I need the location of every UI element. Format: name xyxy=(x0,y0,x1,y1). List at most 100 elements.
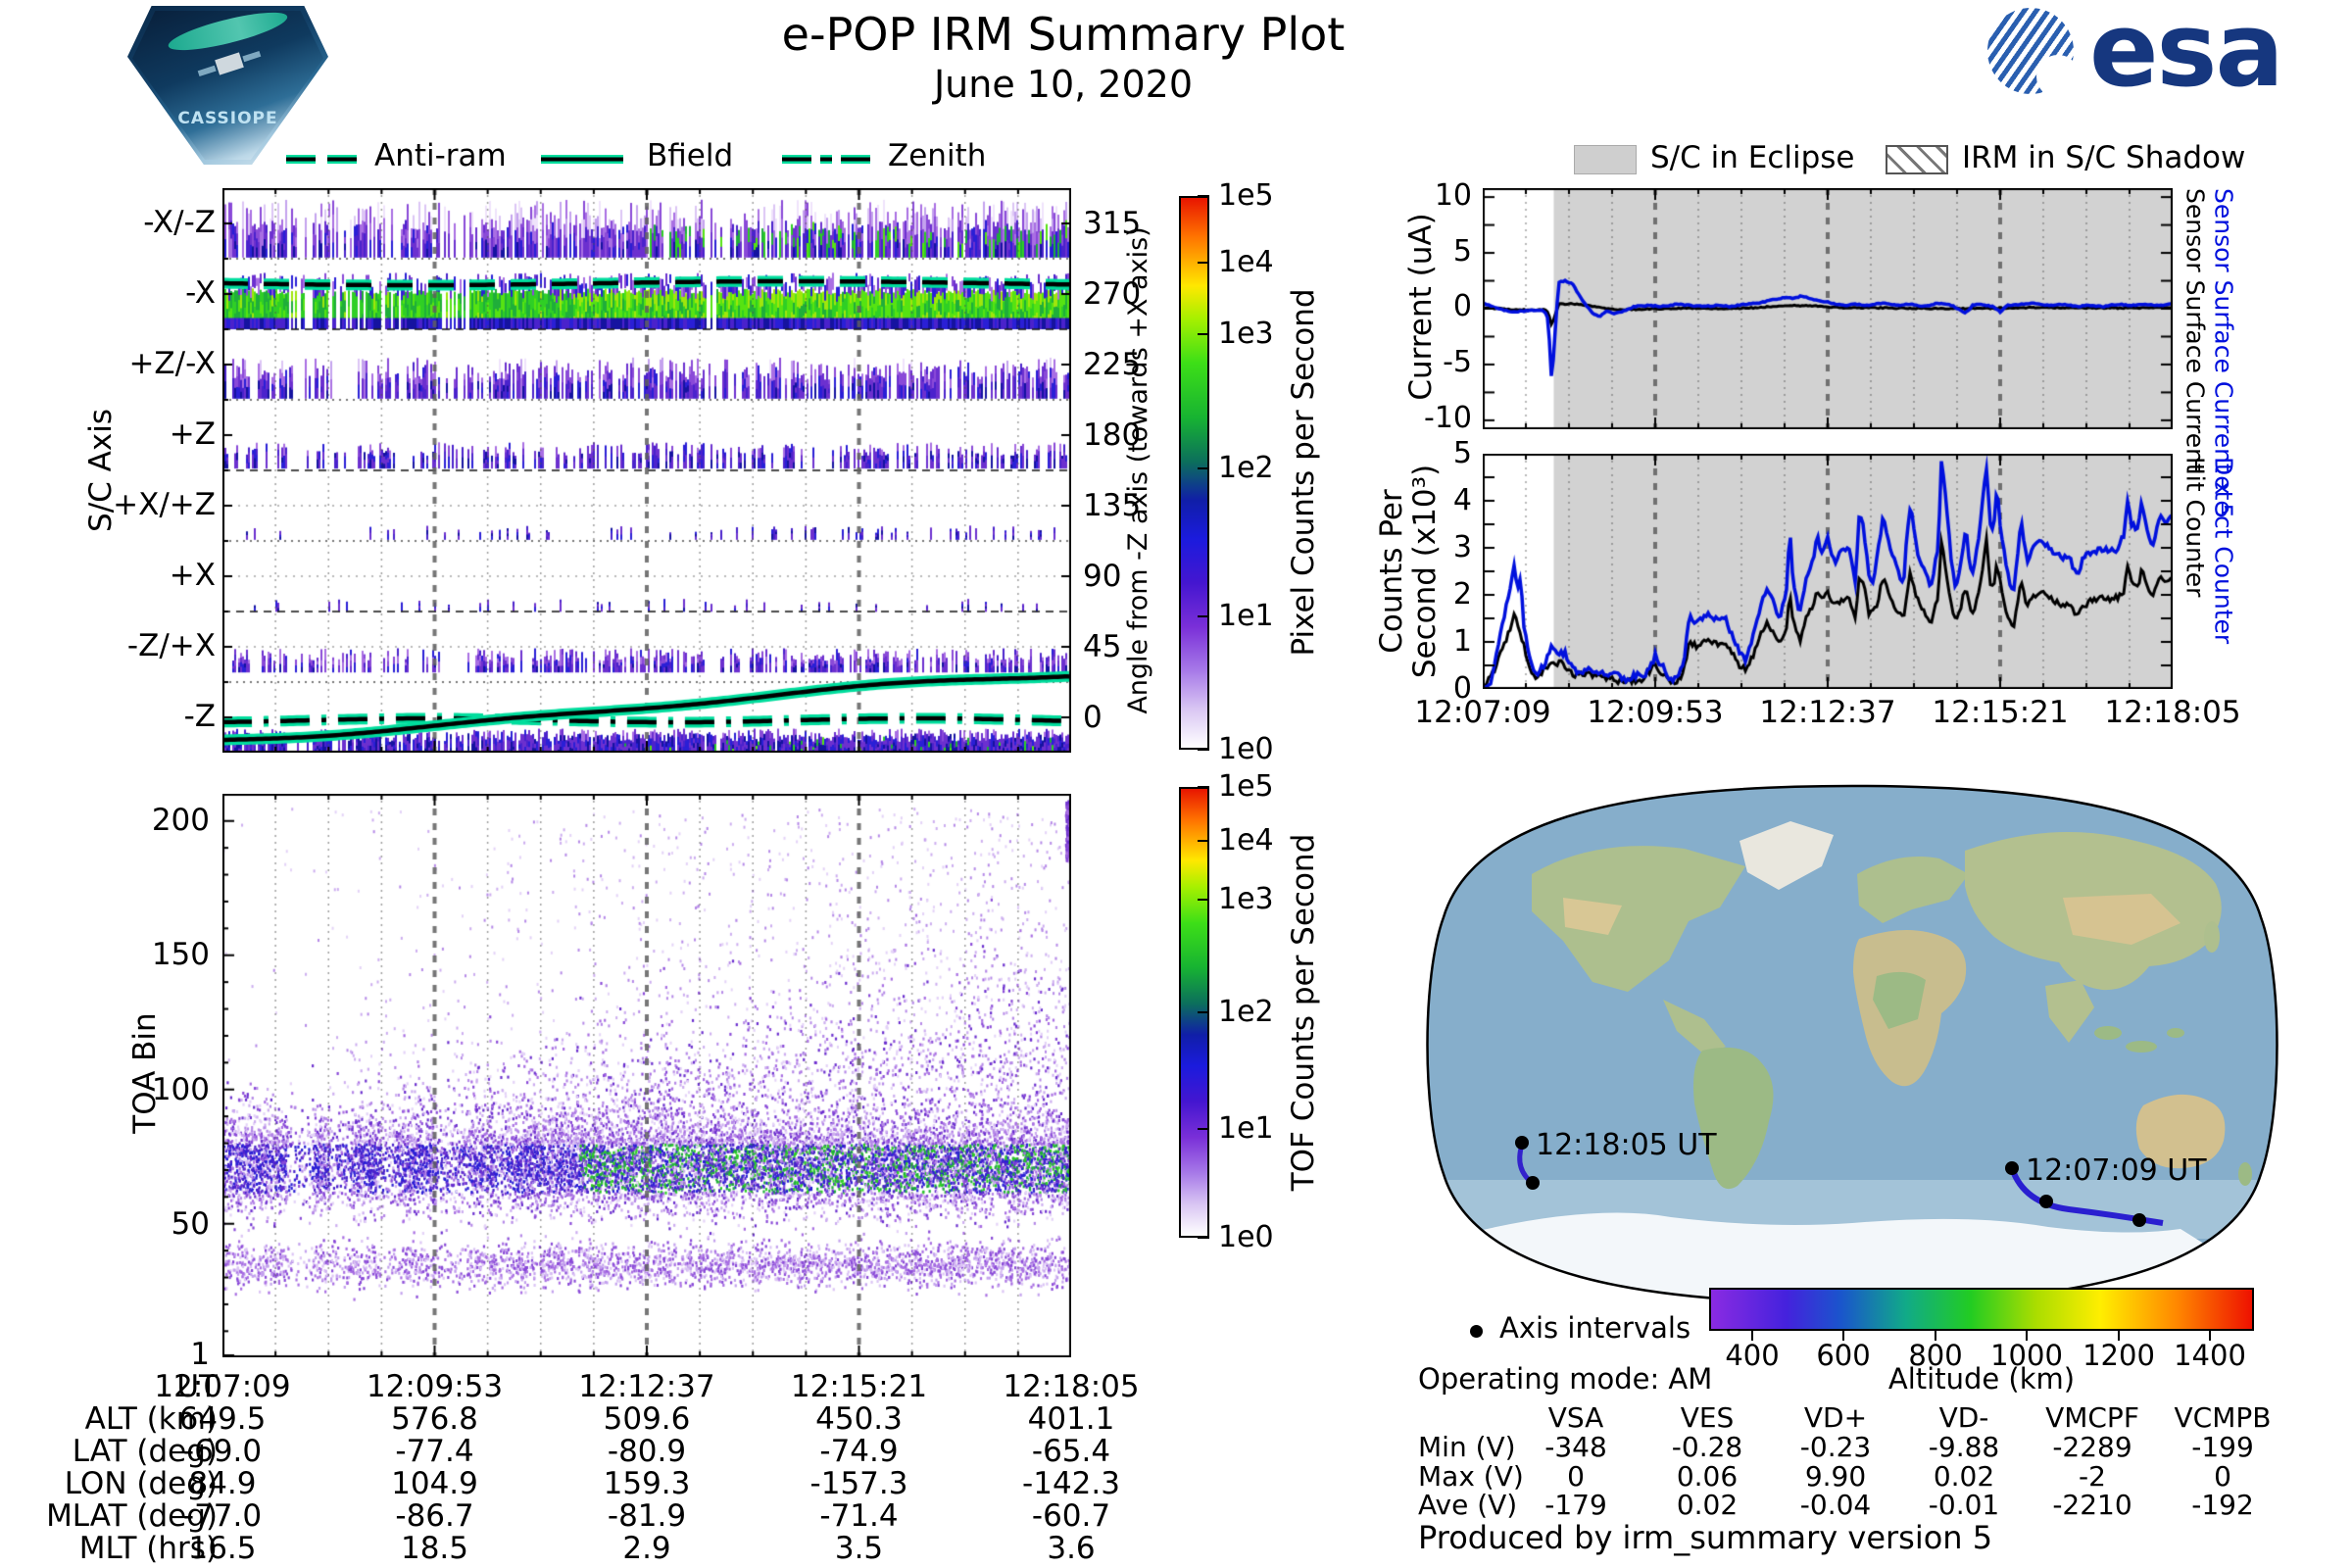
time-table-value: 401.1 xyxy=(1027,1401,1115,1437)
counts-right-label-black: Hit Counter xyxy=(2180,457,2210,598)
eclipse-legend-label: S/C in Eclipse xyxy=(1650,140,1855,175)
pixel-colorbar-tick: 1e1 xyxy=(1218,599,1274,633)
tof-colorbar-tick: 1e2 xyxy=(1218,995,1274,1029)
altitude-tick-mark xyxy=(2209,1331,2211,1341)
voltage-table-header: VSA xyxy=(1547,1401,1604,1434)
counts-right-label-blue: Detect Counter xyxy=(2209,457,2238,645)
time-tick-label: 12:09:53 xyxy=(1587,695,1724,730)
time-table-value: 509.6 xyxy=(603,1401,691,1437)
sc-axis-row-label: -X/-Z xyxy=(143,205,216,240)
time-tick-label: 12:18:05 xyxy=(2104,695,2241,730)
antiram-line-sample xyxy=(286,150,357,168)
altitude-tick-mark xyxy=(2118,1331,2120,1341)
bfield-line-sample xyxy=(541,150,623,168)
colorbar-tick-mark xyxy=(1198,899,1209,901)
map-land xyxy=(1427,821,2278,1303)
pixel-colorbar-tick: 1e5 xyxy=(1218,178,1274,213)
voltage-table-value: 0.02 xyxy=(1933,1460,1995,1493)
angle-tick-label: 270 xyxy=(1083,276,1142,312)
eclipse-swatch xyxy=(1574,145,1637,174)
sc-axis-row-label: +Z xyxy=(169,416,216,452)
pixel-colorbar-tick: 1e4 xyxy=(1218,245,1274,279)
sc-axis-row-label: -X xyxy=(185,275,216,311)
counts-tick-label: 3 xyxy=(1452,530,1472,564)
tof-colorbar-tick: 1e5 xyxy=(1218,769,1274,804)
voltage-table-value: 9.90 xyxy=(1804,1460,1867,1493)
current-right-label-black: Sensor Surface Current xyxy=(2180,188,2210,473)
time-table-value: 18.5 xyxy=(400,1531,469,1566)
angle-tick-label: 90 xyxy=(1083,559,1122,594)
time-table-row-label: LAT (deg) xyxy=(72,1434,218,1469)
voltage-table-value: -179 xyxy=(1544,1489,1607,1521)
toa-tick-label: 150 xyxy=(151,937,210,972)
sc-axis-row-label: -Z/+X xyxy=(126,628,216,663)
time-table-row-label: MLT (hrs) xyxy=(78,1531,218,1566)
esa-logo: esa xyxy=(1987,0,2350,110)
axis-interval-dot xyxy=(1526,1176,1540,1190)
voltage-table-row-label: Max (V) xyxy=(1418,1460,1524,1493)
axis-interval-dot xyxy=(2039,1195,2053,1208)
altitude-tick-mark xyxy=(1751,1331,1753,1341)
time-table-value: -86.7 xyxy=(395,1498,474,1534)
voltage-table-value: 0.06 xyxy=(1676,1460,1739,1493)
time-table-value: -157.3 xyxy=(809,1466,908,1501)
pixel-colorbar-tick: 1e0 xyxy=(1218,732,1274,766)
altitude-tick-label: 400 xyxy=(1725,1339,1780,1372)
time-table-value: 649.5 xyxy=(178,1401,267,1437)
pixel-colorbar-tick: 1e2 xyxy=(1218,451,1274,485)
esa-globe-icon xyxy=(1987,8,2080,98)
current-tick-label: 0 xyxy=(1452,289,1472,323)
current-tick-label: 5 xyxy=(1452,234,1472,269)
current-right-label-blue: Sensor Surface Current x 5 xyxy=(2209,188,2238,519)
voltage-table-header: VES xyxy=(1680,1401,1735,1434)
time-table-value: 3.6 xyxy=(1047,1531,1096,1566)
operating-mode-label: Operating mode: AM xyxy=(1418,1362,1713,1396)
toa-tick-label: 200 xyxy=(151,803,210,838)
altitude-tick-label: 1200 xyxy=(2082,1339,2155,1372)
colorbar-tick-mark xyxy=(1198,467,1209,469)
time-table-value: 16.5 xyxy=(188,1531,257,1566)
angle-tick-label: 225 xyxy=(1083,347,1142,382)
colorbar-tick-mark xyxy=(1198,333,1209,335)
page-title: e-POP IRM Summary Plot xyxy=(781,8,1346,61)
time-table-value: -71.4 xyxy=(819,1498,899,1534)
current-tick-label: -5 xyxy=(1443,345,1472,379)
time-table-value: 12:07:09 xyxy=(154,1369,291,1404)
angle-tick-label: 45 xyxy=(1083,629,1122,664)
sc-axis-spectrogram xyxy=(222,188,1071,753)
counts-tick-label: 2 xyxy=(1452,577,1472,612)
colorbar-tick-mark xyxy=(1198,262,1209,264)
voltage-table-value: -199 xyxy=(2191,1431,2254,1463)
altitude-colorbar-label: Altitude (km) xyxy=(1887,1362,2076,1396)
time-table-value: 104.9 xyxy=(391,1466,478,1501)
time-table-value: -77.4 xyxy=(395,1434,474,1469)
time-table-row-label: MLAT (deg) xyxy=(46,1498,218,1534)
sensor-current-plot xyxy=(1483,188,2173,429)
aurora-streak-icon xyxy=(166,11,290,59)
voltage-table-value: -0.04 xyxy=(1799,1489,1872,1521)
tof-colorbar-tick: 1e0 xyxy=(1218,1220,1274,1254)
colorbar-tick-mark xyxy=(1198,749,1209,751)
time-table-value: -77.0 xyxy=(182,1498,263,1534)
voltage-table-value: -0.01 xyxy=(1928,1489,2000,1521)
time-table-value: 84.9 xyxy=(188,1466,257,1501)
altitude-tick-label: 800 xyxy=(1908,1339,1963,1372)
voltage-table-header: VD- xyxy=(1938,1401,1989,1434)
voltage-table-row-label: Min (V) xyxy=(1418,1431,1516,1463)
cassiope-patch-label: CASSIOPE xyxy=(177,109,278,129)
altitude-tick-mark xyxy=(1842,1331,1844,1341)
counts-tick-label: 0 xyxy=(1452,671,1472,706)
angle-tick-label: 315 xyxy=(1083,206,1142,241)
voltage-table-row-label: Ave (V) xyxy=(1418,1489,1518,1521)
voltage-table-header: VCMPB xyxy=(2174,1401,2272,1434)
current-ylabel: Current (uA) xyxy=(1402,213,1439,401)
counter-plot xyxy=(1483,454,2173,689)
time-table-value: -142.3 xyxy=(1022,1466,1120,1501)
tof-colorbar-label: TOF Counts per Second xyxy=(1285,833,1321,1192)
altitude-tick-mark xyxy=(1935,1331,1936,1341)
angle-tick-label: 180 xyxy=(1083,417,1142,453)
axis-interval-dot xyxy=(2132,1213,2146,1227)
counts-tick-label: 1 xyxy=(1452,624,1472,659)
altitude-tick-label: 600 xyxy=(1816,1339,1871,1372)
